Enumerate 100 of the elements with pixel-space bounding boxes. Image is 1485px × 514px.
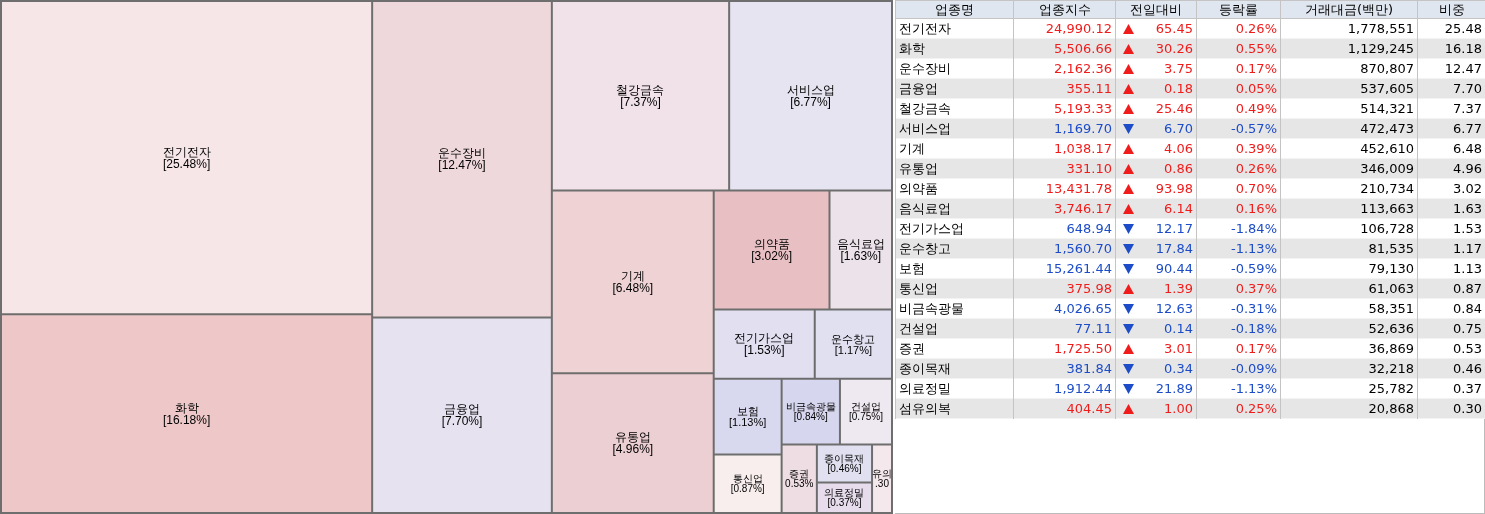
data-label: 30.26 <box>1155 39 1193 58</box>
category-label: 화학 <box>895 38 1014 59</box>
series-label: 업종지수 <box>1013 0 1116 19</box>
data-label: [0.84%] <box>793 411 828 423</box>
data-label: 61,063 <box>1368 280 1414 296</box>
data-label: 1,912.44 <box>1054 380 1112 396</box>
data-label: 3.01 <box>1164 339 1193 358</box>
data-label: 7.37 <box>1453 100 1482 116</box>
data-label: 0.37 <box>1453 380 1482 396</box>
data-label: 0.18 <box>1164 79 1193 98</box>
data-label: 6.70 <box>1164 119 1193 138</box>
data-label: 6.14 <box>1164 199 1193 218</box>
data-label: -0.57% <box>1231 120 1277 136</box>
category-label: 보험 <box>736 405 759 418</box>
data-label: 52,636 <box>1368 320 1414 336</box>
category-label: 전기전자 <box>162 144 211 159</box>
data-label: 1,038.17 <box>1054 140 1112 156</box>
category-label: 종이목재 <box>895 358 1014 379</box>
category-label: 비금속광물 <box>895 298 1014 319</box>
category-label: 유통업 <box>895 158 1014 179</box>
data-label: 1,725.50 <box>1054 340 1112 356</box>
category-label: 전기가스업 <box>895 218 1014 239</box>
data-label: -1.13% <box>1231 240 1277 256</box>
data-label: 1.39 <box>1164 279 1193 298</box>
data-label: 0.14 <box>1164 319 1193 338</box>
category-label: 유의 <box>872 468 893 480</box>
data-label: 1.63 <box>1453 200 1482 216</box>
category-label: 종이목재 <box>824 452 865 464</box>
data-label: [1.63%] <box>840 249 882 264</box>
category-label: 서비스업 <box>786 82 835 97</box>
category-label: 운수장비 <box>895 58 1014 79</box>
data-label: 0.30 <box>1453 400 1482 416</box>
data-label: 0.70% <box>1235 180 1277 196</box>
data-label: [0.46%] <box>827 462 862 474</box>
data-label: 2,162.36 <box>1054 60 1112 76</box>
data-label: 0.87 <box>1453 280 1482 296</box>
data-label: 3.75 <box>1164 59 1193 78</box>
data-label: 0.46 <box>1453 360 1482 376</box>
category-label: 보험 <box>895 258 1014 279</box>
data-label: 12.63 <box>1155 299 1193 318</box>
text: 업종명 <box>895 0 1014 19</box>
data-label: 25.48 <box>1444 20 1482 36</box>
data-label: 346,009 <box>1360 160 1414 176</box>
data-label: 648.94 <box>1066 220 1112 236</box>
category-label: 서비스업 <box>895 118 1014 139</box>
data-label: 6.48 <box>1453 140 1482 156</box>
data-label: 5,193.33 <box>1054 100 1112 116</box>
data-label: 1.53 <box>1453 220 1482 236</box>
data-label: 0.26% <box>1235 160 1277 176</box>
data-label: 1,169.70 <box>1054 120 1112 136</box>
data-label: 81,535 <box>1368 240 1414 256</box>
data-label: 404.45 <box>1066 400 1112 416</box>
data-label: [16.18%] <box>162 412 211 427</box>
text: 등락률 <box>1196 0 1281 19</box>
legend-label: 비중 <box>1417 0 1485 19</box>
data-label: 15,261.44 <box>1045 260 1112 276</box>
category-label: 의료정밀 <box>895 378 1014 399</box>
data-label: 0.49% <box>1235 100 1277 116</box>
data-label: [0.75%] <box>849 411 884 423</box>
category-label: 음식료업 <box>895 198 1014 219</box>
data-label: 1,560.70 <box>1054 240 1112 256</box>
data-label: 0.86 <box>1164 159 1193 178</box>
data-label: 0.39% <box>1235 140 1277 156</box>
category-label: 건설업 <box>895 318 1014 339</box>
data-label: 65.45 <box>1155 19 1193 38</box>
category-label: 의약품 <box>753 237 790 252</box>
data-label: [1.17%] <box>834 343 873 356</box>
category-label: 운수창고 <box>831 332 876 345</box>
category-label: 화학 <box>174 400 199 415</box>
data-label: 0.17% <box>1235 60 1277 76</box>
data-label: 0.37% <box>1235 280 1277 296</box>
data-label: 1,778,551 <box>1347 20 1414 36</box>
data-label: -1.84% <box>1231 220 1277 236</box>
data-label: 0.05% <box>1235 80 1277 96</box>
data-label: 210,734 <box>1360 180 1414 196</box>
data-label: 32,218 <box>1368 360 1414 376</box>
data-label: -1.13% <box>1231 380 1277 396</box>
category-label: 비금속광물 <box>785 401 836 413</box>
data-label: 1.00 <box>1164 399 1193 418</box>
data-label: [1.53%] <box>743 343 785 358</box>
data-label: 12.17 <box>1155 219 1193 238</box>
data-label: 25.46 <box>1155 99 1193 118</box>
data-label: 514,321 <box>1360 100 1414 116</box>
data-label: [0.87%] <box>730 483 765 495</box>
legend-label: 거래대금(백만) <box>1280 0 1418 19</box>
data-label: [4.96%] <box>612 442 654 457</box>
data-label: [3.02%] <box>751 249 792 264</box>
data-label: 375.98 <box>1066 280 1112 296</box>
data-label: 58,351 <box>1368 300 1414 316</box>
data-label: 12.47 <box>1444 60 1482 76</box>
data-label: 25,782 <box>1368 380 1414 396</box>
category-label: 철강금속 <box>895 98 1014 119</box>
data-label: 3.02 <box>1453 180 1482 196</box>
category-label: 증권 <box>895 338 1014 359</box>
category-label: 섬유의복 <box>895 398 1014 419</box>
category-label: 금융업 <box>444 402 480 417</box>
data-label: 4.96 <box>1453 160 1482 176</box>
data-label: 0.17% <box>1235 340 1277 356</box>
category-label: 건설업 <box>850 401 881 413</box>
data-label: 36,869 <box>1368 340 1414 356</box>
